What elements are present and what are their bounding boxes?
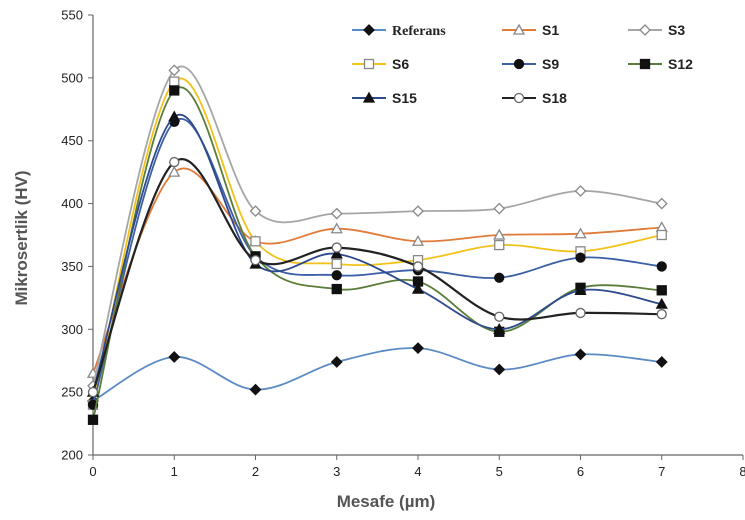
legend-label: S1 <box>542 22 559 38</box>
x-tick-label: 2 <box>252 464 259 479</box>
data-point <box>655 297 668 309</box>
data-point <box>331 270 342 281</box>
data-point <box>574 283 587 295</box>
legend-marker <box>513 92 525 104</box>
y-tick-label: 300 <box>61 322 83 337</box>
data-point <box>168 165 181 177</box>
data-point <box>411 282 425 294</box>
y-tick-label: 250 <box>61 385 83 400</box>
x-axis-title: Mesafe (µm) <box>337 492 436 511</box>
x-tick-label: 7 <box>658 464 665 479</box>
legend-marker <box>362 91 376 103</box>
x-tick-label: 3 <box>333 464 340 479</box>
data-point <box>656 309 667 320</box>
series-s1 <box>86 165 668 378</box>
series-s18 <box>87 156 667 398</box>
data-point <box>169 76 180 87</box>
legend-marker <box>512 23 526 35</box>
data-point <box>493 202 506 215</box>
data-point <box>493 363 506 376</box>
data-point <box>493 322 506 334</box>
data-point <box>575 307 586 319</box>
data-point <box>656 229 667 241</box>
data-point <box>655 356 668 368</box>
data-point <box>574 348 587 361</box>
legend-label: S6 <box>392 56 409 72</box>
data-point <box>249 205 262 218</box>
data-point <box>87 386 99 398</box>
data-point <box>169 156 180 168</box>
y-tick-label: 450 <box>61 133 83 148</box>
data-point <box>330 247 343 259</box>
legend-item-s18: S18 <box>502 90 567 106</box>
x-tick-label: 0 <box>89 464 96 479</box>
data-point <box>331 258 342 270</box>
data-point <box>168 110 181 122</box>
data-point <box>494 311 505 322</box>
legend: Referans S1 S3 S6 S9 S12 S15 S18 <box>352 22 693 106</box>
data-point <box>168 64 181 77</box>
legend-label: S18 <box>542 90 567 106</box>
data-point <box>493 228 506 240</box>
data-point <box>168 351 181 363</box>
data-point <box>656 261 667 272</box>
series-layer <box>86 64 668 425</box>
y-tick-label: 400 <box>61 196 83 211</box>
legend-label: S9 <box>542 56 559 72</box>
legend-item-s6: S6 <box>352 56 409 72</box>
legend-label: S12 <box>668 56 693 72</box>
series-line <box>92 347 662 402</box>
legend-label: Referans <box>392 24 446 39</box>
axes: 200 250 300 350 400 450 500 550 0 1 2 3 4 5 6 7 8 <box>61 8 745 480</box>
legend-label: S3 <box>668 22 685 38</box>
y-axis-title: Mikrosertlik (HV) <box>12 170 31 305</box>
x-tick-label: 1 <box>171 464 178 479</box>
data-point <box>330 356 343 368</box>
data-point <box>412 261 424 272</box>
legend-item-s15: S15 <box>352 90 417 106</box>
data-point <box>494 239 505 251</box>
legend-item-referans: Referans <box>352 24 446 39</box>
data-point <box>575 252 586 263</box>
y-tick-label: 550 <box>61 8 83 23</box>
data-point <box>494 272 505 283</box>
data-point <box>249 383 262 396</box>
data-point <box>574 227 587 239</box>
legend-marker <box>363 58 375 70</box>
y-tick-label: 200 <box>61 448 83 463</box>
data-point <box>411 234 425 246</box>
legend-item-s3: S3 <box>628 22 685 38</box>
series-line <box>92 167 662 374</box>
series-referans <box>87 342 668 407</box>
data-point <box>656 285 667 296</box>
data-point <box>331 283 342 295</box>
data-point <box>412 342 424 355</box>
y-tick-label: 350 <box>61 259 83 274</box>
data-point <box>330 207 343 220</box>
data-point <box>330 222 343 234</box>
legend-item-s9: S9 <box>502 56 559 72</box>
data-point <box>412 205 424 218</box>
x-tick-label: 5 <box>496 464 503 479</box>
x-tick-label: 4 <box>414 464 421 479</box>
data-point <box>574 185 587 197</box>
legend-marker <box>639 24 651 36</box>
legend-marker <box>363 24 375 36</box>
data-point <box>250 236 261 247</box>
x-tick-label: 8 <box>739 464 745 479</box>
series-s9 <box>87 116 667 410</box>
legend-marker <box>513 58 525 70</box>
y-tick-label: 500 <box>61 70 83 85</box>
data-point <box>87 414 99 425</box>
legend-item-s1: S1 <box>502 22 559 38</box>
data-point <box>331 242 342 253</box>
data-point <box>169 85 180 96</box>
x-tick-label: 6 <box>577 464 584 479</box>
legend-item-s12: S12 <box>628 56 693 72</box>
legend-marker <box>639 58 651 70</box>
data-point <box>655 197 668 210</box>
legend-label: S15 <box>392 90 417 106</box>
data-point <box>250 254 261 266</box>
